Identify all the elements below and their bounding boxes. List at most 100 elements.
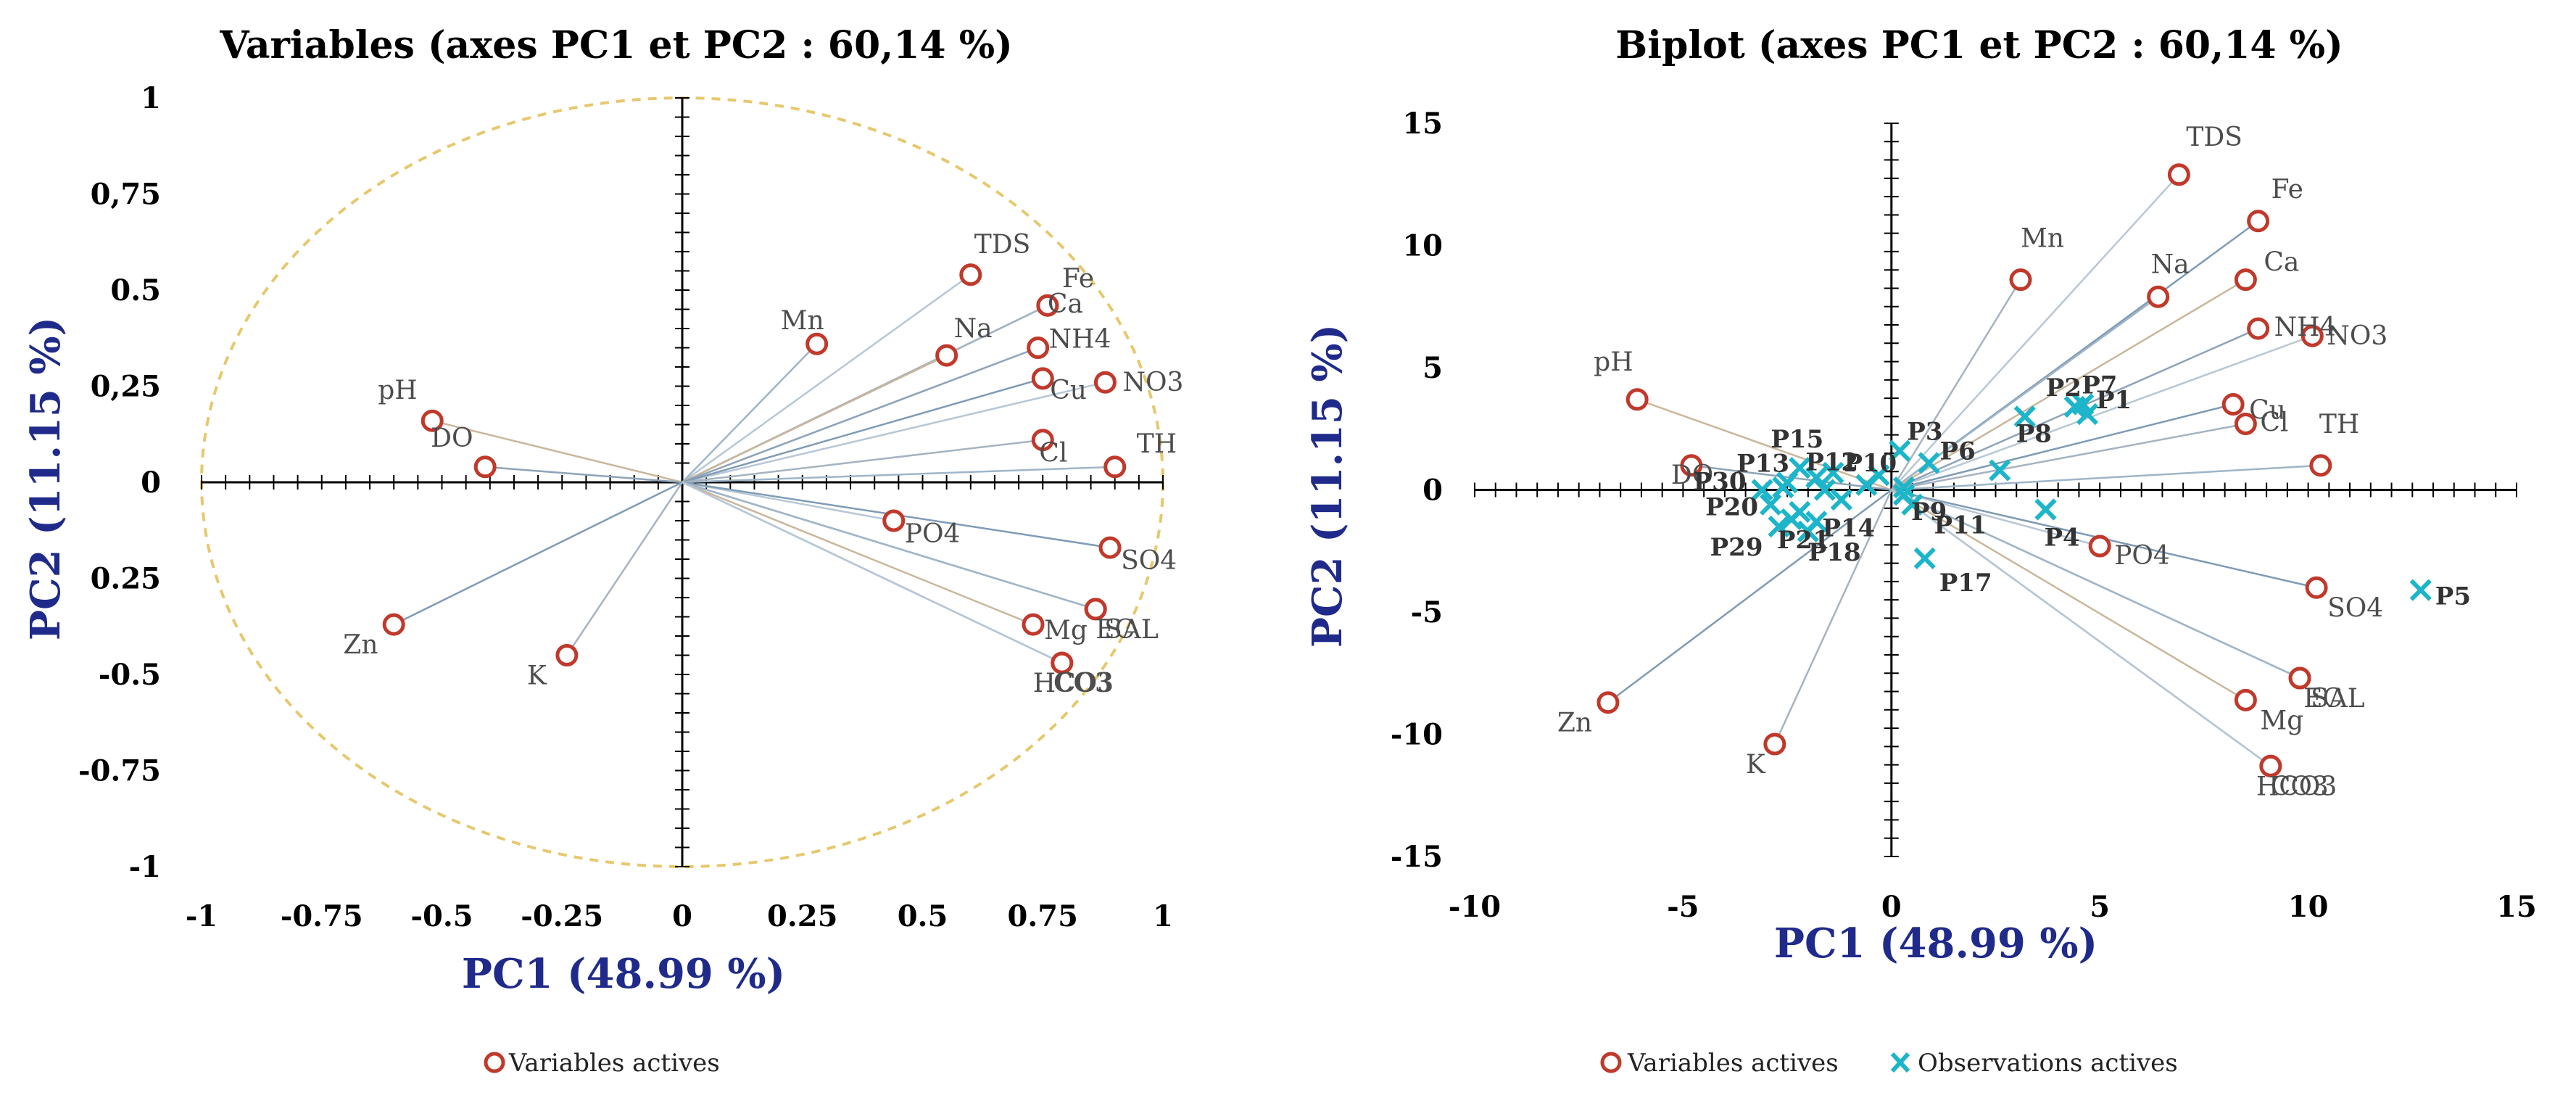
- panel2-y-axis-title: PC2 (11.15 %): [1304, 324, 1351, 648]
- label-mg: Mg: [1044, 616, 1088, 645]
- point-do: [473, 455, 497, 479]
- obs-label-p6: P6: [1940, 437, 1976, 466]
- label-zn: Zn: [343, 630, 378, 660]
- panel2-axes: [1474, 123, 2517, 857]
- y-tick-label: 0,75: [91, 178, 161, 212]
- obs-label-p1: P1: [2096, 386, 2132, 415]
- panel1-x-axis-title: PC1 (48.99 %): [462, 950, 785, 998]
- y-tick-label: -0.5: [99, 658, 161, 692]
- point-fe: [2247, 210, 2270, 233]
- obs-label-p8: P8: [2016, 419, 2052, 448]
- obs-mark-stroke: [2076, 403, 2099, 426]
- x-tick-label: -0.25: [521, 899, 603, 933]
- point-na: [935, 344, 958, 367]
- label-mn: Mn: [781, 306, 824, 336]
- y-tick-label: -5: [1411, 595, 1443, 630]
- vector-mg: [1891, 489, 2247, 701]
- obs-mark-stroke: [1889, 439, 1911, 462]
- y-tick-label: -10: [1391, 718, 1443, 752]
- panel2-legend-variable-label: Variables actives: [1627, 1049, 1839, 1078]
- obs-p5: [2409, 579, 2432, 601]
- vector-mn: [1890, 279, 2022, 491]
- variables-correlation-panel: Variables (axes PC1 et PC2 : 60,14 %) -1…: [22, 23, 1183, 1078]
- obs-p30: [1751, 479, 1773, 501]
- x-tick-label: 0.25: [767, 899, 837, 933]
- label-cl: Cl: [2260, 408, 2288, 438]
- obs-p27: [1892, 476, 1916, 499]
- point-so4: [1098, 536, 1122, 559]
- y-tick-label: 0.5: [110, 273, 161, 307]
- label-po4: PO4: [905, 519, 961, 549]
- vector-zn: [1607, 489, 1892, 703]
- biplot-panel: Biplot (axes PC1 et PC2 : 60,14 %) -10 -5…: [1304, 23, 2537, 1078]
- panel2-variable-vectors: [1607, 173, 2321, 767]
- label-sal: SAL: [1104, 615, 1159, 645]
- label-zn: Zn: [1557, 709, 1592, 738]
- obs-mark-stroke: [2013, 405, 2036, 428]
- vector-k: [566, 482, 684, 656]
- vector-mg: [682, 481, 1034, 626]
- y-tick-label: -0.75: [78, 754, 161, 788]
- obs-label-p10: P10: [1844, 449, 1897, 478]
- y-tick-label: 0.25: [91, 562, 161, 596]
- obs-label-p12: P12: [1805, 448, 1858, 477]
- label-hco3: HCO3: [1033, 669, 1114, 698]
- label-nh4: NH4: [1049, 325, 1111, 355]
- label-ec: EC: [2303, 684, 2343, 714]
- x-tick-label: 0: [672, 899, 692, 933]
- obs-p8: [2013, 405, 2036, 428]
- obs-mark-stroke: [1822, 461, 1844, 484]
- panel1-legend-marker: [484, 1052, 505, 1073]
- obs-p12: [1805, 466, 1828, 489]
- point-nh4: [2247, 317, 2270, 340]
- obs-label-p3: P3: [1907, 418, 1942, 447]
- point-ca: [2234, 268, 2257, 292]
- vector-do: [485, 466, 683, 484]
- x-tick-label: 0.75: [1008, 899, 1078, 933]
- obs-label-p11: P11: [1934, 511, 1987, 540]
- panel1-legend-label: Variables actives: [508, 1049, 720, 1078]
- obs-mark-stroke: [1759, 493, 1782, 516]
- obs-mark-stroke: [1797, 520, 1819, 542]
- label-k: K: [1746, 750, 1766, 780]
- obs-label-p20: P20: [1705, 493, 1758, 522]
- label-fe: Fe: [2271, 175, 2303, 205]
- y-tick-label: 15: [1402, 107, 1443, 141]
- point-nh4: [1027, 337, 1050, 359]
- x-tick-label: -10: [1449, 890, 1501, 924]
- point-no3: [1093, 371, 1117, 394]
- point-mn: [2009, 268, 2032, 292]
- point-th: [2309, 454, 2332, 477]
- obs-mark-stroke: [2034, 498, 2057, 521]
- vector-sal: [1891, 489, 2300, 680]
- label-sal: SAL: [2311, 684, 2365, 714]
- obs-p23: [1868, 464, 1890, 487]
- point-co3: [1051, 651, 1074, 674]
- point-mg: [1022, 613, 1045, 636]
- vector-no3: [682, 381, 1106, 484]
- label-so4: SO4: [1121, 546, 1177, 576]
- y-tick-label: 0,25: [91, 370, 161, 404]
- obs-p19: [1830, 488, 1852, 511]
- obs-mark-stroke: [2072, 393, 2095, 416]
- vector-no3: [1891, 335, 2313, 491]
- point-po4: [882, 509, 906, 532]
- vector-tds: [1890, 173, 2180, 491]
- vector-sal: [682, 481, 1096, 611]
- label-tds: TDS: [974, 230, 1031, 260]
- x-tick-label: 0: [1881, 890, 1902, 924]
- obs-label-p13: P13: [1736, 449, 1789, 478]
- vector-th: [682, 466, 1115, 484]
- y-tick-label: 10: [1402, 229, 1443, 263]
- point-ca: [1036, 294, 1059, 317]
- label-ec: EC: [1096, 615, 1135, 645]
- y-tick-label: -15: [1391, 840, 1443, 874]
- label-hco3: HCO3: [2256, 772, 2337, 801]
- obs-mark-stroke: [1913, 547, 1936, 569]
- label-ph: pH: [378, 376, 417, 405]
- label-na: Na: [2151, 249, 2190, 279]
- obs-mark-stroke: [1918, 452, 1940, 474]
- label-co3: CO3: [2271, 772, 2329, 801]
- point-k: [1763, 732, 1786, 756]
